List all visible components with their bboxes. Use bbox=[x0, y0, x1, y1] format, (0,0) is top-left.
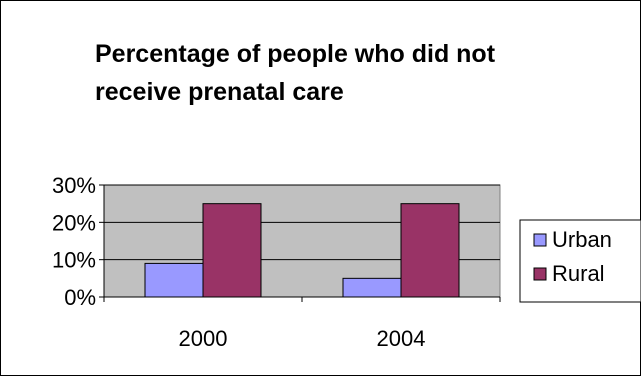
bar-rural-2000 bbox=[203, 204, 261, 297]
y-tick-label: 30% bbox=[52, 173, 96, 198]
legend-label-rural: Rural bbox=[552, 261, 605, 286]
bar-urban-2004 bbox=[343, 278, 401, 297]
y-tick-label: 20% bbox=[52, 210, 96, 235]
y-tick-label: 10% bbox=[52, 248, 96, 273]
x-category-label: 2004 bbox=[377, 326, 426, 351]
legend-swatch-urban bbox=[534, 234, 546, 246]
bar-rural-2004 bbox=[401, 204, 459, 297]
legend-label-urban: Urban bbox=[552, 227, 612, 252]
y-tick-label: 0% bbox=[64, 285, 96, 310]
x-category-label: 2000 bbox=[179, 326, 228, 351]
bar-urban-2000 bbox=[145, 263, 203, 297]
legend-swatch-rural bbox=[534, 268, 546, 280]
